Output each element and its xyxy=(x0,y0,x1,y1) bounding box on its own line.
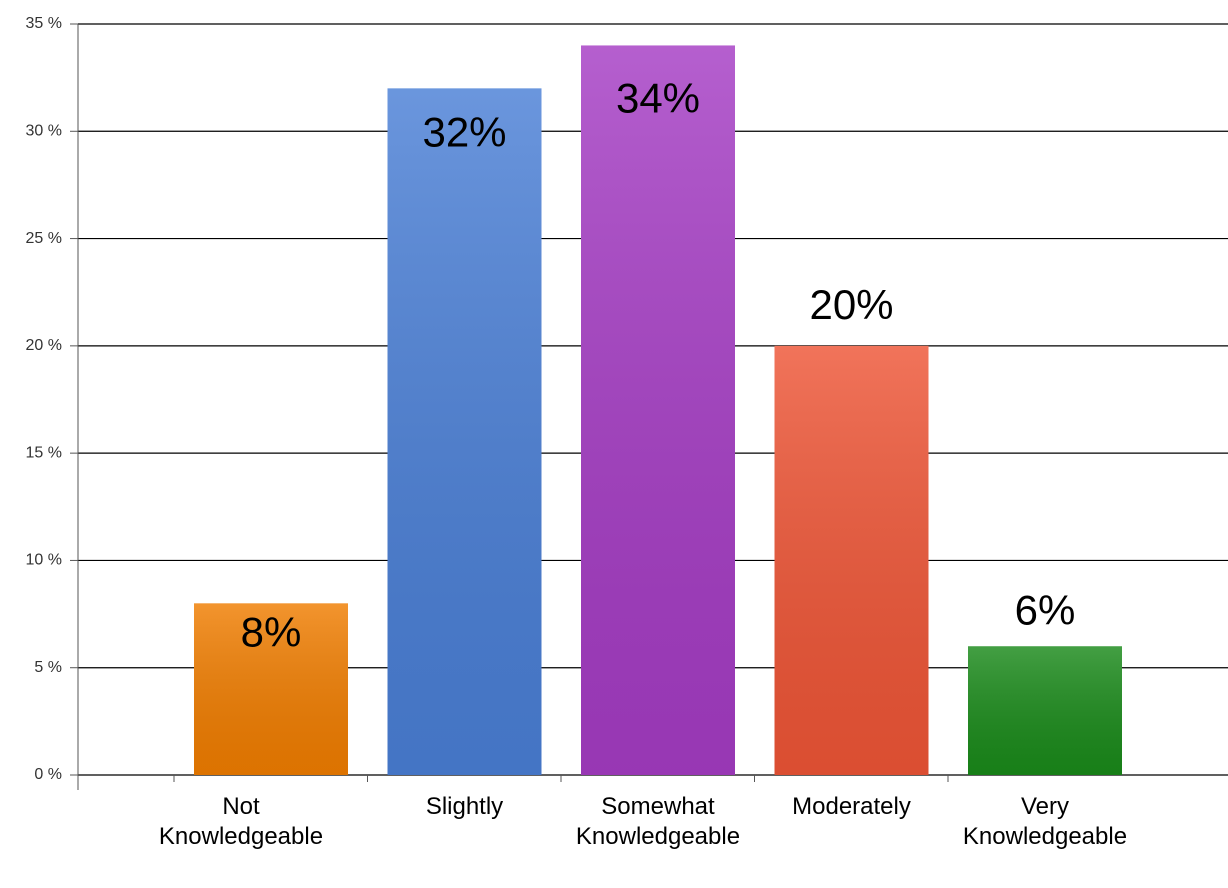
y-tick-label: 10 % xyxy=(26,552,62,569)
y-tick-label: 20 % xyxy=(26,337,62,354)
x-tick-label: Very Knowledgeable xyxy=(962,793,1128,850)
y-tick-label: 25 % xyxy=(26,230,62,247)
value-label: 6% xyxy=(1015,586,1076,633)
x-tick-label: Not Knowledgeable xyxy=(158,793,324,850)
value-label: 32% xyxy=(422,108,506,155)
bar-shine xyxy=(194,603,348,775)
x-tick-label: Slightly xyxy=(425,793,504,820)
y-tick-label: 35 % xyxy=(26,15,62,32)
x-tick-label: Moderately xyxy=(792,793,911,820)
value-label: 8% xyxy=(241,608,302,655)
x-tick-label: Somewhat Knowledgeable xyxy=(575,793,741,850)
y-tick-label: 30 % xyxy=(26,123,62,140)
y-tick-label: 5 % xyxy=(34,659,62,676)
bar-shine xyxy=(387,88,542,775)
bar-shine xyxy=(581,45,735,775)
value-label: 34% xyxy=(616,75,700,122)
y-tick-label: 15 % xyxy=(26,444,62,461)
y-tick-label: 0 % xyxy=(34,766,62,783)
bar-shine xyxy=(774,345,929,775)
bar-shine xyxy=(968,646,1122,775)
value-label: 20% xyxy=(809,281,893,328)
